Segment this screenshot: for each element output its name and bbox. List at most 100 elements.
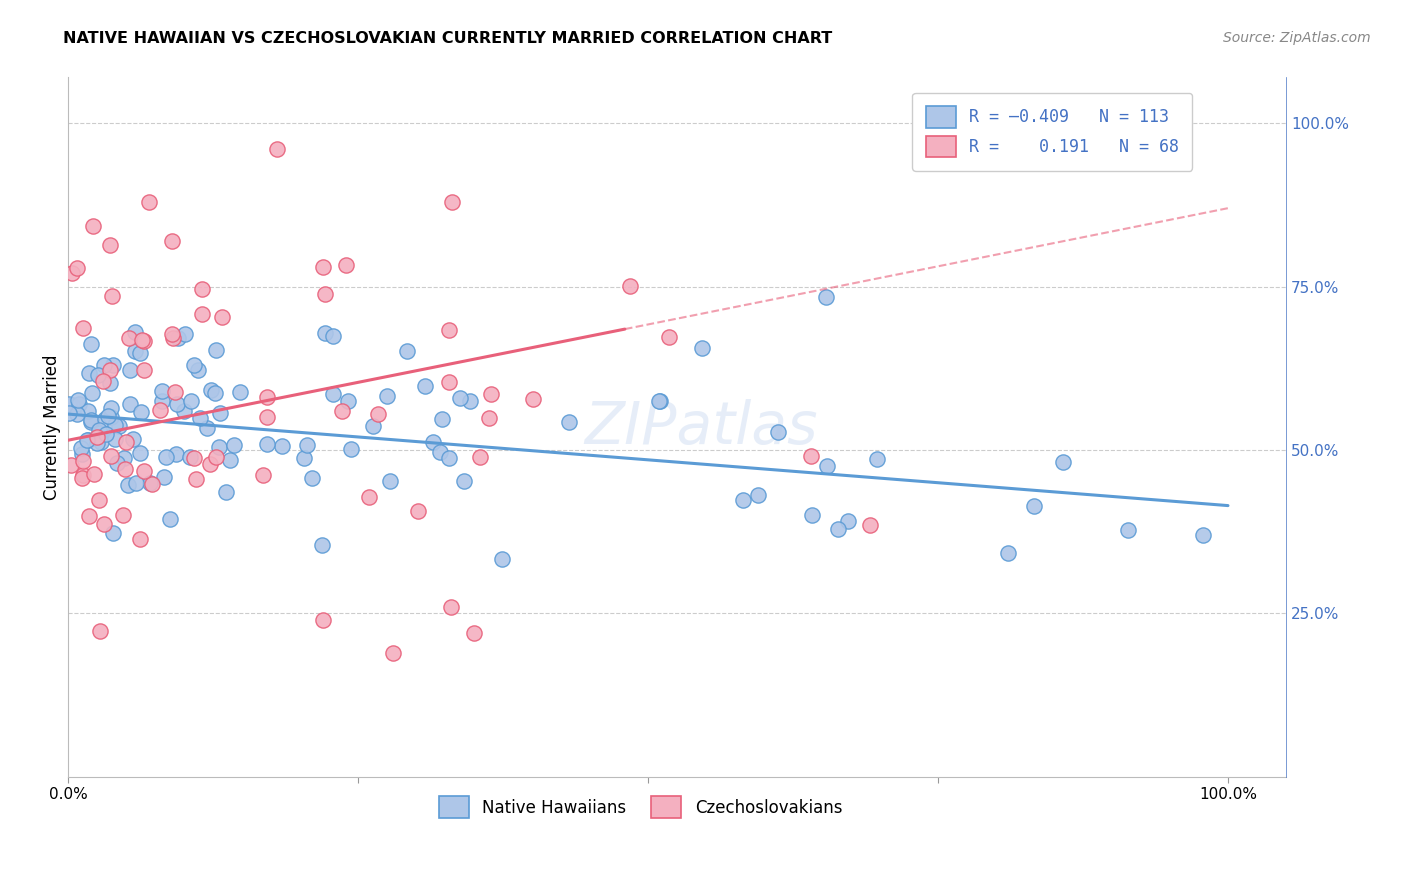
Point: [93, 517, 115, 532]
Point: [479, 387, 502, 401]
Point: [179, 450, 201, 464]
Point: [112, 508, 135, 522]
Point: [205, 343, 228, 358]
Point: [187, 363, 209, 377]
Point: [139, 476, 162, 491]
Point: [292, 450, 315, 465]
Point: [160, 326, 183, 341]
Point: [118, 363, 141, 377]
Point: [256, 437, 278, 451]
Point: [218, 453, 240, 467]
Point: [422, 434, 444, 449]
Point: [557, 415, 579, 429]
Point: [131, 334, 153, 348]
Point: [184, 472, 207, 486]
Point: [128, 445, 150, 459]
Point: [437, 450, 460, 465]
Point: [101, 526, 124, 541]
Point: [70, 447, 93, 461]
Point: [72, 454, 94, 468]
Point: [87, 492, 110, 507]
Point: [125, 476, 148, 491]
Point: [314, 287, 336, 301]
Point: [208, 440, 231, 454]
Point: [117, 477, 139, 491]
Point: [132, 334, 155, 348]
Point: [174, 326, 197, 341]
Point: [77, 508, 100, 523]
Point: [190, 283, 212, 297]
Point: [314, 326, 336, 340]
Y-axis label: Currently Married: Currently Married: [44, 354, 60, 500]
Point: [458, 394, 481, 409]
Point: [77, 403, 100, 417]
Point: [648, 394, 671, 409]
Point: [658, 330, 681, 344]
Point: [252, 467, 274, 482]
Point: [441, 194, 464, 209]
Point: [76, 433, 98, 447]
Point: [104, 432, 127, 446]
Point: [1116, 523, 1139, 537]
Point: [866, 451, 889, 466]
Point: [198, 457, 221, 471]
Point: [80, 336, 103, 351]
Point: [648, 394, 671, 409]
Point: [124, 344, 146, 359]
Point: [1192, 528, 1215, 542]
Point: [463, 626, 485, 640]
Point: [89, 425, 111, 440]
Point: [112, 450, 135, 465]
Point: [100, 238, 122, 252]
Point: [91, 375, 114, 389]
Point: [82, 219, 104, 233]
Point: [162, 234, 184, 248]
Point: [183, 358, 205, 372]
Point: [340, 442, 363, 456]
Point: [270, 439, 292, 453]
Point: [814, 290, 837, 304]
Point: [66, 393, 89, 408]
Point: [301, 471, 323, 485]
Point: [335, 258, 357, 272]
Point: [200, 383, 222, 397]
Point: [93, 358, 115, 372]
Point: [79, 366, 101, 380]
Point: [195, 421, 218, 435]
Point: [60, 398, 83, 412]
Point: [439, 323, 461, 337]
Point: [190, 307, 212, 321]
Point: [80, 385, 103, 400]
Point: [690, 341, 713, 355]
Point: [94, 426, 117, 441]
Point: [60, 458, 83, 472]
Point: [97, 409, 120, 424]
Text: ZIPatlas: ZIPatlas: [585, 399, 818, 456]
Point: [138, 194, 160, 209]
Point: [522, 392, 544, 406]
Point: [367, 407, 389, 421]
Point: [449, 391, 471, 405]
Point: [827, 522, 849, 536]
Point: [224, 437, 246, 451]
Point: [132, 363, 155, 377]
Point: [60, 266, 83, 280]
Point: [800, 508, 823, 522]
Point: [129, 345, 152, 359]
Point: [118, 331, 141, 345]
Point: [208, 406, 231, 420]
Point: [165, 447, 187, 461]
Point: [134, 464, 156, 478]
Point: [165, 385, 187, 400]
Point: [114, 435, 136, 450]
Point: [86, 430, 108, 444]
Point: [70, 471, 93, 485]
Point: [80, 413, 103, 427]
Point: [256, 410, 278, 425]
Point: [105, 456, 128, 470]
Point: [122, 433, 145, 447]
Point: [396, 343, 419, 358]
Point: [83, 467, 105, 481]
Point: [859, 518, 882, 533]
Point: [478, 411, 501, 425]
